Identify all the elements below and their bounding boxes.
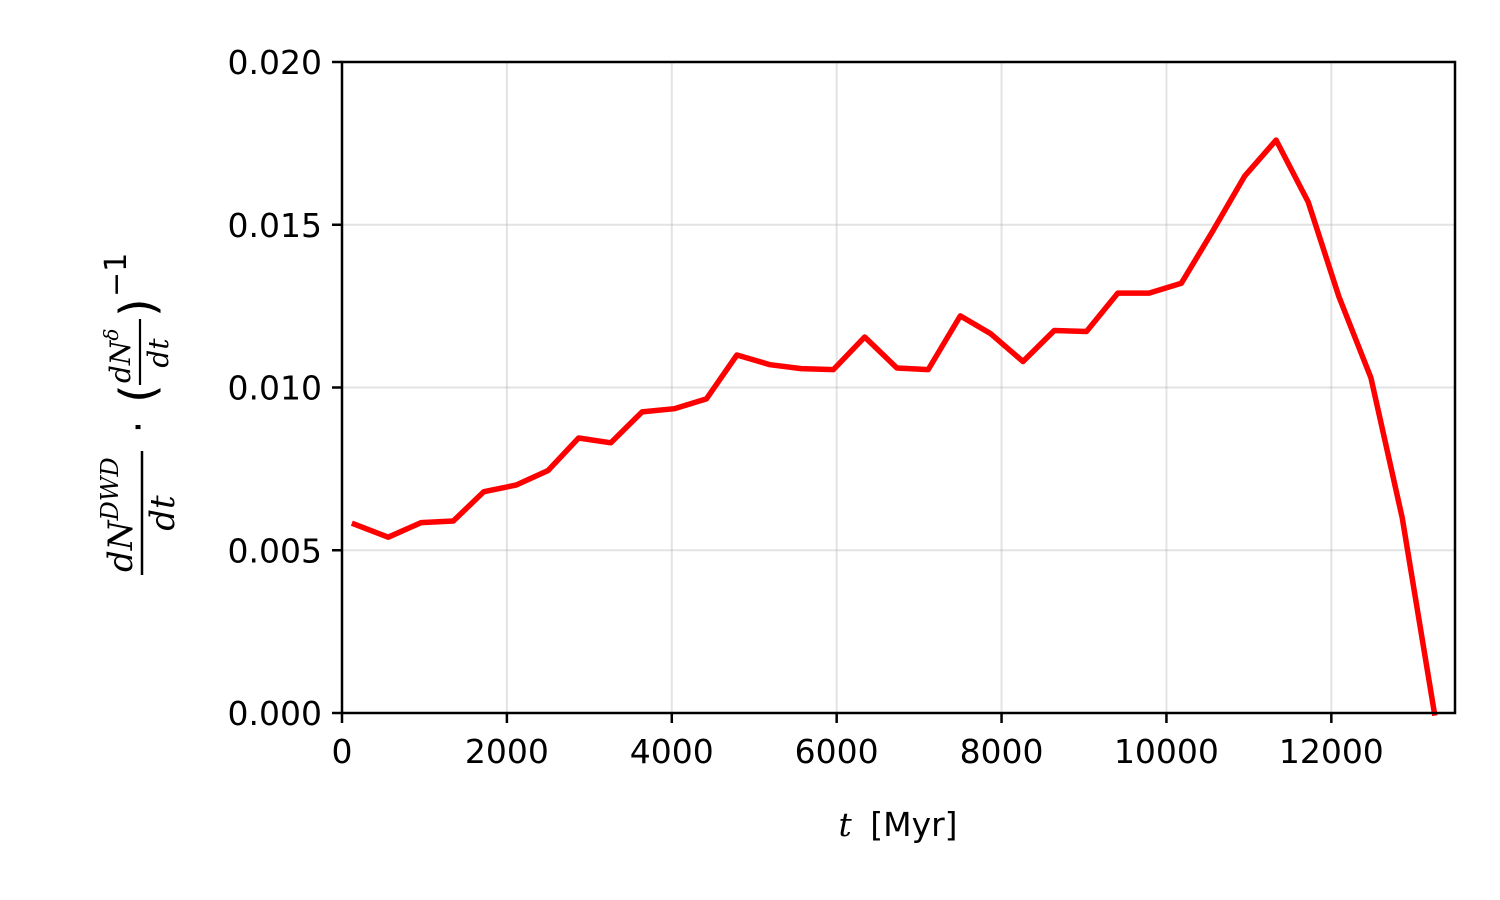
series-line (350, 137, 1438, 717)
y-tick-label: 0.020 (228, 43, 322, 82)
y-axis-label: dNDWD dt · ( dNδ dt ) −1 (96, 253, 183, 575)
y-label-rparen: ) (110, 298, 166, 317)
x-axis: 0 2000 4000 6000 8000 10000 12000 (332, 713, 1384, 771)
y-label-sup2: δ (99, 329, 123, 341)
y-label-den1: dt (143, 495, 183, 531)
y-label-sup1: DWD (96, 457, 124, 521)
x-tick-label: 2000 (465, 732, 549, 771)
y-tick-label: 0.005 (228, 531, 322, 570)
y-label-num2: dN (104, 339, 137, 383)
svg-text:dNδ: dNδ (99, 329, 137, 383)
x-axis-label-unit: [Myr] (870, 805, 957, 844)
x-tick-label: 8000 (960, 732, 1044, 771)
y-label-dot: · (116, 421, 162, 434)
x-tick-label: 6000 (795, 732, 879, 771)
svg-text:dNDWD: dNDWD (96, 457, 141, 572)
y-label-exponent: −1 (99, 253, 134, 297)
x-tick-label: 4000 (630, 732, 714, 771)
y-label-num1: dN (101, 519, 141, 572)
y-axis: 0.000 0.005 0.010 0.015 0.020 (228, 43, 342, 733)
y-tick-label: 0.000 (228, 694, 322, 733)
x-tick-label: 12000 (1279, 732, 1384, 771)
y-label-den2: dt (142, 338, 175, 368)
y-label-lparen: ( (110, 384, 166, 403)
x-tick-label: 0 (332, 732, 353, 771)
x-axis-label: t [Myr] (838, 805, 957, 844)
y-tick-label: 0.010 (228, 369, 322, 408)
x-axis-label-var: t (838, 805, 852, 844)
y-tick-label: 0.015 (228, 206, 322, 245)
x-tick-label: 10000 (1114, 732, 1219, 771)
series-line-group (350, 137, 1438, 717)
